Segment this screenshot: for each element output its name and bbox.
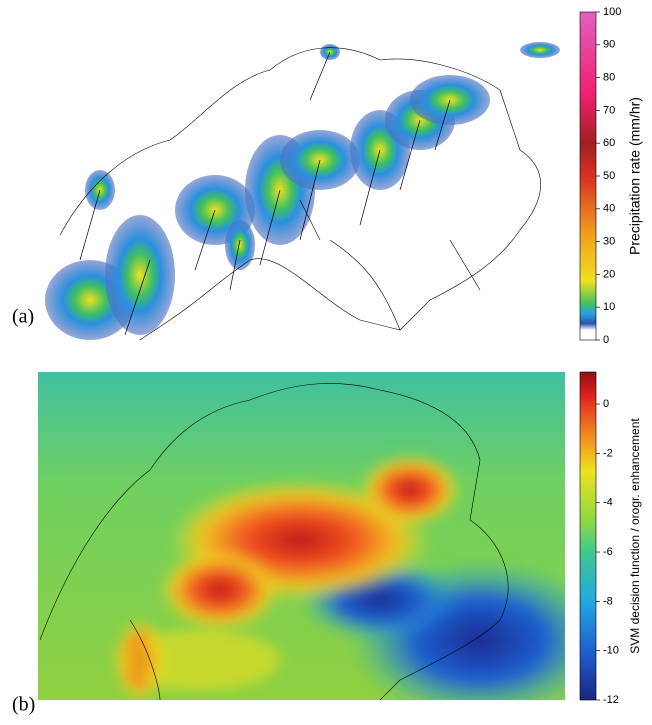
- tick-label: 100: [603, 6, 621, 18]
- tick-label: 70: [603, 104, 615, 116]
- tick-label: -4: [603, 497, 613, 509]
- colorbar: [580, 372, 596, 700]
- precip-map: [45, 42, 560, 340]
- figure: (a) (b) Precipitation rate (mm/hr) SVM d…: [0, 0, 652, 720]
- colorbar-label: Precipitation rate (mm/hr): [627, 97, 643, 255]
- colorbar-label: SVM decision function / orogr. enhanceme…: [628, 418, 642, 654]
- tick-label: -10: [603, 645, 619, 657]
- tick-label: 10: [603, 301, 615, 313]
- tick-label: 0: [603, 398, 609, 410]
- tick-label: 90: [603, 39, 615, 51]
- tick-label: 40: [603, 203, 615, 215]
- tick-label: 80: [603, 72, 615, 84]
- colorbar: [580, 12, 596, 340]
- tick-label: 60: [603, 137, 615, 149]
- tick-label: 30: [603, 236, 615, 248]
- tick-label: 50: [603, 170, 615, 182]
- tick-label: 20: [603, 268, 615, 280]
- panel-label: (a): [12, 306, 34, 328]
- tick-label: -12: [603, 694, 619, 706]
- panel-label: (b): [12, 694, 35, 716]
- tick-label: -8: [603, 595, 613, 607]
- svm-map: [38, 372, 610, 720]
- tick-label: -6: [603, 546, 613, 558]
- tick-label: 0: [603, 334, 609, 346]
- tick-label: -2: [603, 447, 613, 459]
